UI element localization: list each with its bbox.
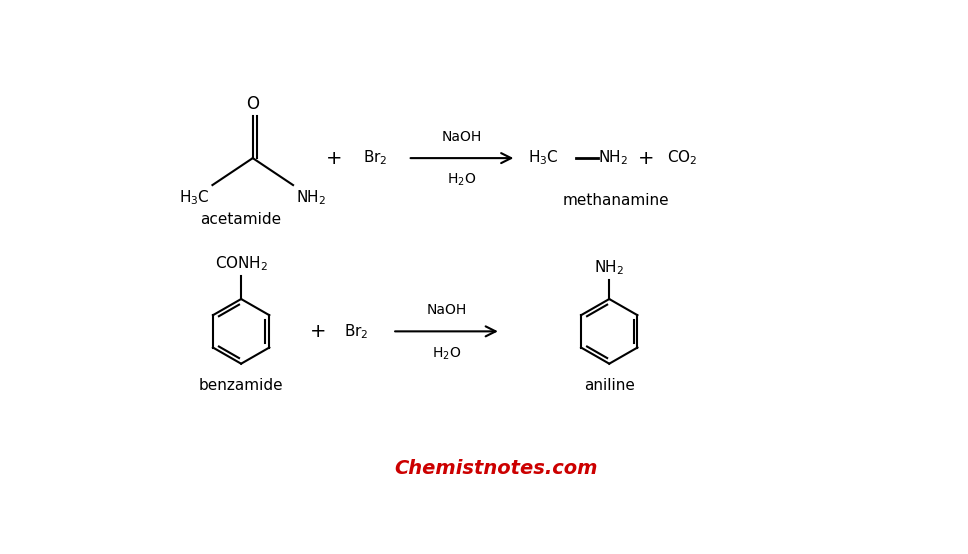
Text: CO$_2$: CO$_2$ <box>667 149 698 167</box>
Text: benzamide: benzamide <box>198 378 284 393</box>
Text: NaOH: NaOH <box>441 130 482 144</box>
Text: H$_2$O: H$_2$O <box>447 172 476 188</box>
Text: aniline: aniline <box>584 378 635 393</box>
Text: H$_3$C: H$_3$C <box>179 188 209 207</box>
Text: NH$_2$: NH$_2$ <box>296 188 326 207</box>
Text: O: O <box>246 95 259 112</box>
Text: NH$_2$: NH$_2$ <box>597 149 628 167</box>
Text: CONH$_2$: CONH$_2$ <box>215 254 267 273</box>
Text: H$_2$O: H$_2$O <box>432 345 461 362</box>
Text: NH$_2$: NH$_2$ <box>594 258 624 276</box>
Text: Br$_2$: Br$_2$ <box>363 149 387 167</box>
Text: Br$_2$: Br$_2$ <box>345 322 369 341</box>
Text: Chemistnotes.com: Chemistnotes.com <box>394 459 598 478</box>
Text: +: + <box>326 148 343 168</box>
Text: acetamide: acetamide <box>200 212 282 227</box>
Text: H$_3$C: H$_3$C <box>528 149 559 167</box>
Text: +: + <box>311 322 327 341</box>
Text: methanamine: methanamine <box>562 193 670 208</box>
Text: NaOH: NaOH <box>426 304 467 317</box>
Text: +: + <box>637 148 654 168</box>
